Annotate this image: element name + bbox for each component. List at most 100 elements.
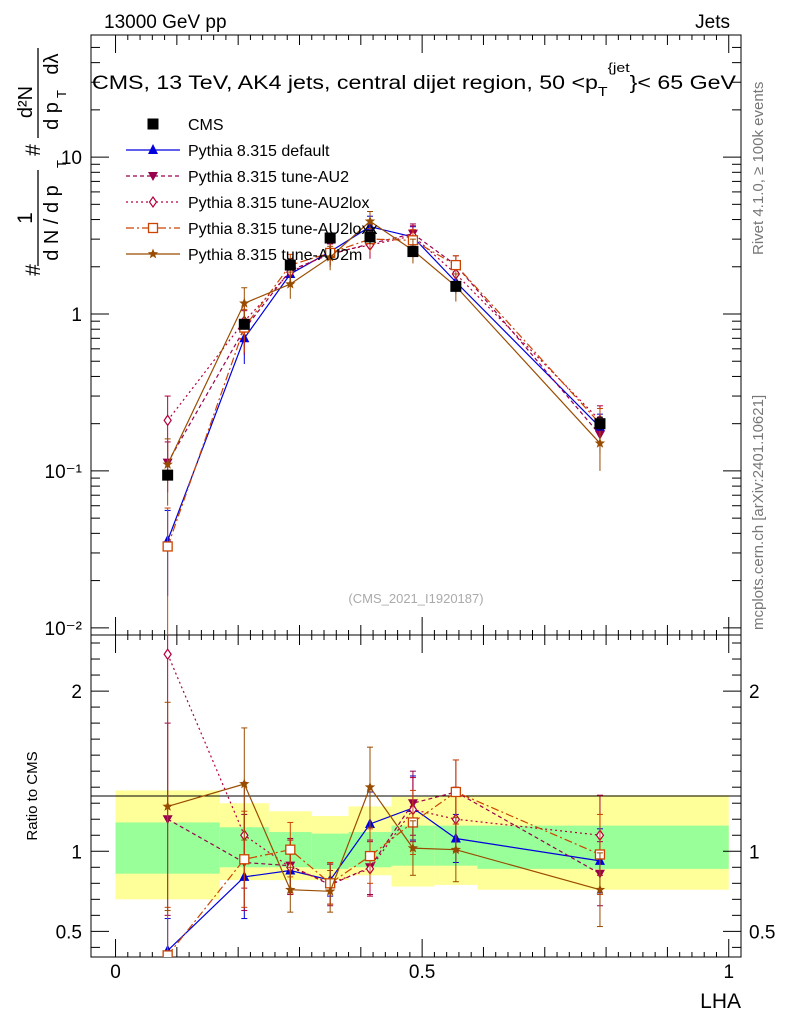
ratio-series xyxy=(162,635,606,957)
series-cms xyxy=(162,230,606,481)
point-au2loxx xyxy=(162,541,173,552)
title-suffix: }< 65 GeV xyxy=(630,73,737,94)
line-au2loxx xyxy=(167,238,601,547)
legend-label-au2lox: Pythia 8.315 tune-AU2lox xyxy=(188,195,369,212)
ratio-point-au2loxx xyxy=(285,844,296,855)
main-ticks: 10⁻² 10⁻¹ 1 10 xyxy=(45,34,741,640)
rivet-label: Rivet 4.1.0, ≥ 100k events xyxy=(750,82,767,255)
ratio-y-tick-label-right: 2 xyxy=(749,682,760,703)
ratio-ticks: 0.5 0.5 1 1 2 2 0 0.5 1 xyxy=(56,635,775,983)
series-au2loxx xyxy=(162,228,606,635)
analysis-watermark: (CMS_2021_I1920187) xyxy=(348,591,483,606)
legend-marker-cms xyxy=(147,118,159,130)
legend-marker-au2lox xyxy=(148,195,158,209)
point-cms xyxy=(594,418,606,430)
ratio-series-group xyxy=(162,635,606,957)
ratio-point-au2loxx xyxy=(239,854,250,865)
ratio-point-au2m xyxy=(407,842,419,853)
ratio-line-default xyxy=(167,807,601,952)
ratio-point-au2m xyxy=(450,844,462,855)
y-tick-label: 10⁻¹ xyxy=(45,462,83,483)
ratio-series-au2m xyxy=(162,701,606,928)
legend-marker-au2m xyxy=(147,248,159,259)
title-prefix: CMS, 13 TeV, AK4 jets, central dijet reg… xyxy=(92,73,598,94)
x-axis-label: LHA xyxy=(700,990,741,1013)
ylabel-dp: d p xyxy=(41,102,63,130)
header-right: Jets xyxy=(695,12,730,33)
ratio-y-tick-label-right: 1 xyxy=(749,842,760,863)
ratio-point-au2m xyxy=(162,800,173,811)
title-sub: T xyxy=(598,84,608,99)
line-au2lox xyxy=(167,235,601,421)
legend-label-au2loxx: Pythia 8.315 tune-AU2loxx xyxy=(188,221,377,238)
x-tick-label: 0.5 xyxy=(409,962,435,983)
ratio-point-au2loxx xyxy=(364,850,376,862)
ylabel-dl: dλ xyxy=(41,53,63,74)
ratio-y-tick-label: 1 xyxy=(71,842,82,863)
point-cms xyxy=(284,259,296,271)
chart-title: CMS, 13 TeV, AK4 jets, central dijet reg… xyxy=(92,60,736,99)
line-au2 xyxy=(167,233,601,463)
ylabel-den: d N / d p xyxy=(41,185,63,261)
ylabel-T2: T xyxy=(54,90,69,98)
ylabel-one: 1 xyxy=(14,212,37,224)
legend: CMS Pythia 8.315 default Pythia 8.315 tune… xyxy=(126,117,377,264)
series-au2m xyxy=(162,211,606,506)
main-y-label: # 1 d N / d p T # d²N d p T dλ xyxy=(14,48,69,276)
point-cms xyxy=(238,318,250,330)
point-au2m xyxy=(239,297,250,308)
x-tick-label: 0 xyxy=(110,962,121,983)
ratio-point-au2m xyxy=(285,884,296,895)
point-cms xyxy=(450,280,462,292)
line-au2m xyxy=(167,220,601,465)
legend-entry-au2: Pythia 8.315 tune-AU2 xyxy=(126,169,349,186)
ylabel-hash-mid: # xyxy=(22,144,45,156)
ylabel-T1: T xyxy=(54,160,69,168)
ratio-y-tick-label-right: 0.5 xyxy=(749,922,775,943)
series-default xyxy=(162,215,605,596)
ratio-point-au2loxx xyxy=(162,950,173,957)
legend-label-default: Pythia 8.315 default xyxy=(188,143,330,160)
y-tick-label: 10⁻² xyxy=(45,619,83,640)
point-au2m xyxy=(594,437,606,448)
legend-marker-au2loxx xyxy=(147,222,159,234)
header-left: 13000 GeV pp xyxy=(104,12,227,33)
point-au2loxx xyxy=(450,259,462,271)
legend-entry-au2loxx: Pythia 8.315 tune-AU2loxx xyxy=(126,221,377,238)
point-au2m xyxy=(324,251,336,262)
ratio-point-au2m xyxy=(239,778,250,789)
point-cms xyxy=(162,469,174,481)
point-au2lox xyxy=(163,414,172,427)
legend-marker-au2 xyxy=(148,172,158,181)
legend-entry-au2lox: Pythia 8.315 tune-AU2lox xyxy=(126,195,369,212)
ratio-y-tick-label: 0.5 xyxy=(56,922,82,943)
ratio-point-au2loxx xyxy=(450,786,462,798)
ratio-point-au2m xyxy=(324,885,336,896)
title-sup: {jet xyxy=(608,60,631,75)
ratio-line-au2m xyxy=(167,783,601,892)
main-series xyxy=(162,211,606,635)
legend-marker-default xyxy=(148,144,158,154)
ylabel-hash-left: # xyxy=(22,264,45,276)
ratio-line-au2loxx xyxy=(167,791,601,956)
point-au2m xyxy=(162,458,173,469)
legend-label-au2m: Pythia 8.315 tune-AU2m xyxy=(188,247,362,264)
ratio-point-au2lox xyxy=(163,648,172,661)
legend-entry-default: Pythia 8.315 default xyxy=(126,143,330,160)
point-cms xyxy=(324,232,336,244)
legend-label-cms: CMS xyxy=(188,117,224,134)
legend-label-au2: Pythia 8.315 tune-AU2 xyxy=(188,169,349,186)
ratio-point-au2m xyxy=(364,781,376,792)
ratio-y-tick-label: 2 xyxy=(71,682,82,703)
ratio-y-label: Ratio to CMS xyxy=(24,751,41,840)
y-tick-label: 1 xyxy=(71,305,82,326)
ratio-bands xyxy=(115,790,729,900)
y-tick-label: 10 xyxy=(61,148,82,169)
line-default xyxy=(167,226,601,541)
ratio-point-au2m xyxy=(594,884,606,895)
mcplots-label: mcplots.cern.ch [arXiv:2401.10621] xyxy=(750,395,767,630)
ylabel-num: d²N xyxy=(15,86,37,118)
x-tick-label: 1 xyxy=(723,962,734,983)
ratio-line-au2lox xyxy=(167,653,601,884)
